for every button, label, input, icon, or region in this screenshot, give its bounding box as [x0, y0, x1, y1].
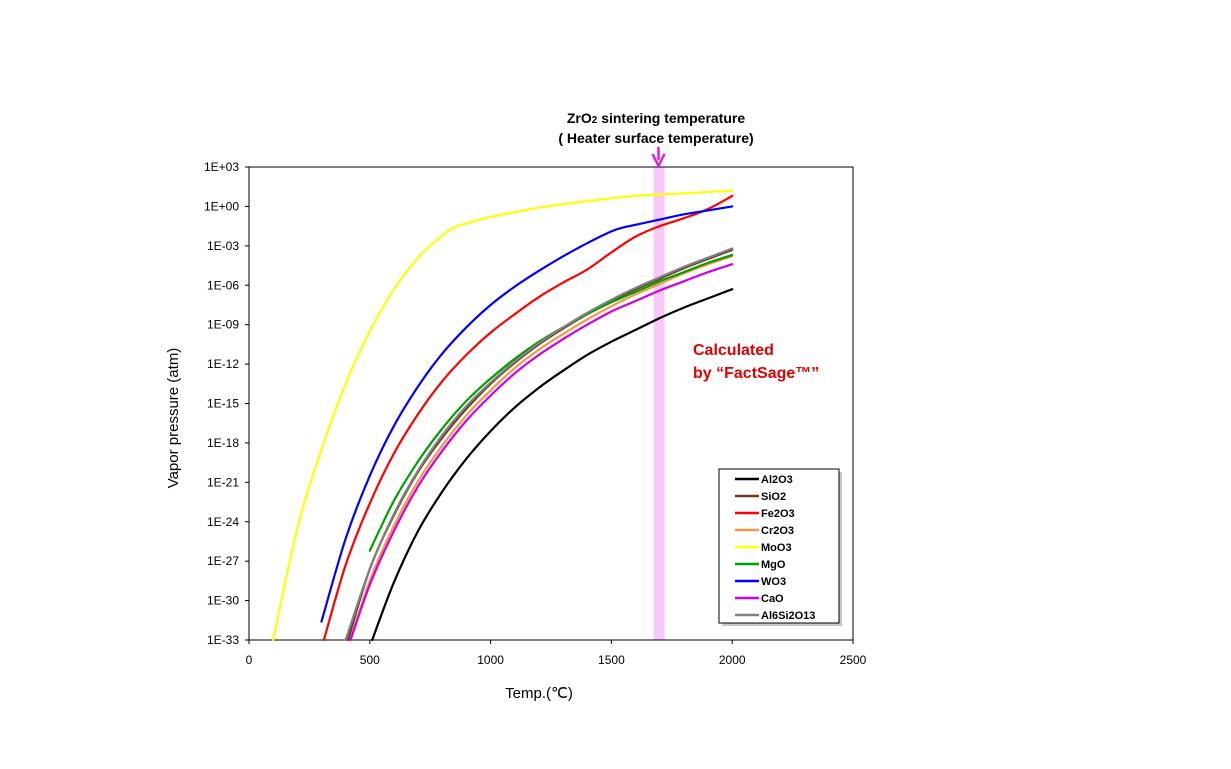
y-tick-label: 1E-30: [207, 594, 239, 608]
legend-label-sio2: SiO2: [761, 491, 786, 503]
legend-label-al2o3: Al2O3: [761, 474, 793, 486]
x-axis-title: Temp.(℃): [505, 685, 573, 702]
y-tick-label: 1E-15: [207, 397, 239, 411]
calculated-note-line-2: by “FactSage™”: [693, 365, 819, 382]
x-tick-label: 500: [360, 653, 380, 667]
legend-label-moo3: MoO3: [761, 542, 792, 554]
y-tick-label: 1E-21: [207, 475, 239, 489]
y-axis-ticks: 1E+03 1E+00 1E-03 1E-06 1E-09 1E-12 1E-15 1E-18…: [204, 160, 249, 647]
y-tick-label: 1E-12: [207, 357, 239, 371]
y-tick-label: 1E-18: [207, 436, 239, 450]
x-tick-label: 1000: [477, 653, 504, 667]
sintering-temperature-band: [653, 167, 665, 640]
annotation-line-2: ( Heater surface temperature): [558, 130, 753, 146]
legend-items: Al2O3 SiO2 Fe2O3 Cr2O3 MoO3 MgO WO3 CaO Al6Si2O1…: [735, 474, 815, 622]
x-axis-ticks: 0 500 1000 1500 2000 2500: [246, 640, 867, 667]
y-tick-label: 1E+00: [204, 199, 239, 213]
y-axis-title: Vapor pressure (atm): [165, 348, 182, 489]
y-tick-label: 1E-27: [207, 554, 239, 568]
x-tick-label: 1500: [598, 653, 625, 667]
annotation-arrow-head: [651, 153, 666, 168]
series-line-cao: [349, 263, 734, 642]
series-layer: [272, 189, 734, 642]
calculated-note-line-1: Calculated: [693, 342, 774, 359]
annotation-arrow: [651, 147, 666, 168]
series-line-sio2: [347, 248, 734, 642]
y-tick-label: 1E-03: [207, 239, 239, 253]
x-tick-label: 0: [246, 653, 253, 667]
series-line-mgo: [368, 253, 734, 552]
legend-label-cr2o3: Cr2O3: [761, 525, 794, 537]
series-line-cr2o3: [349, 255, 734, 642]
x-tick-label: 2000: [719, 653, 746, 667]
legend-label-wo3: WO3: [761, 576, 786, 588]
series-line-wo3: [320, 205, 734, 623]
series-line-al2o3: [371, 288, 734, 642]
series-line-al6si2o13: [344, 247, 734, 642]
x-tick-label: 2500: [840, 653, 867, 667]
legend-label-al6si2o13: Al6Si2O13: [761, 610, 815, 622]
y-tick-label: 1E-33: [207, 633, 239, 647]
y-tick-label: 1E+03: [204, 160, 239, 174]
y-tick-label: 1E-06: [207, 278, 239, 292]
series-line-moo3: [272, 189, 734, 642]
y-tick-label: 1E-24: [207, 515, 239, 529]
legend-label-fe2o3: Fe2O3: [761, 508, 795, 520]
annotation-line-1: ZrO2 sintering temperature: [567, 110, 745, 126]
legend-label-cao: CaO: [761, 593, 784, 605]
y-tick-label: 1E-09: [207, 318, 239, 332]
legend-label-mgo: MgO: [761, 559, 786, 571]
series-line-fe2o3: [322, 194, 734, 642]
legend: Al2O3 SiO2 Fe2O3 Cr2O3 MoO3 MgO WO3 CaO Al6Si2O1…: [718, 468, 842, 626]
